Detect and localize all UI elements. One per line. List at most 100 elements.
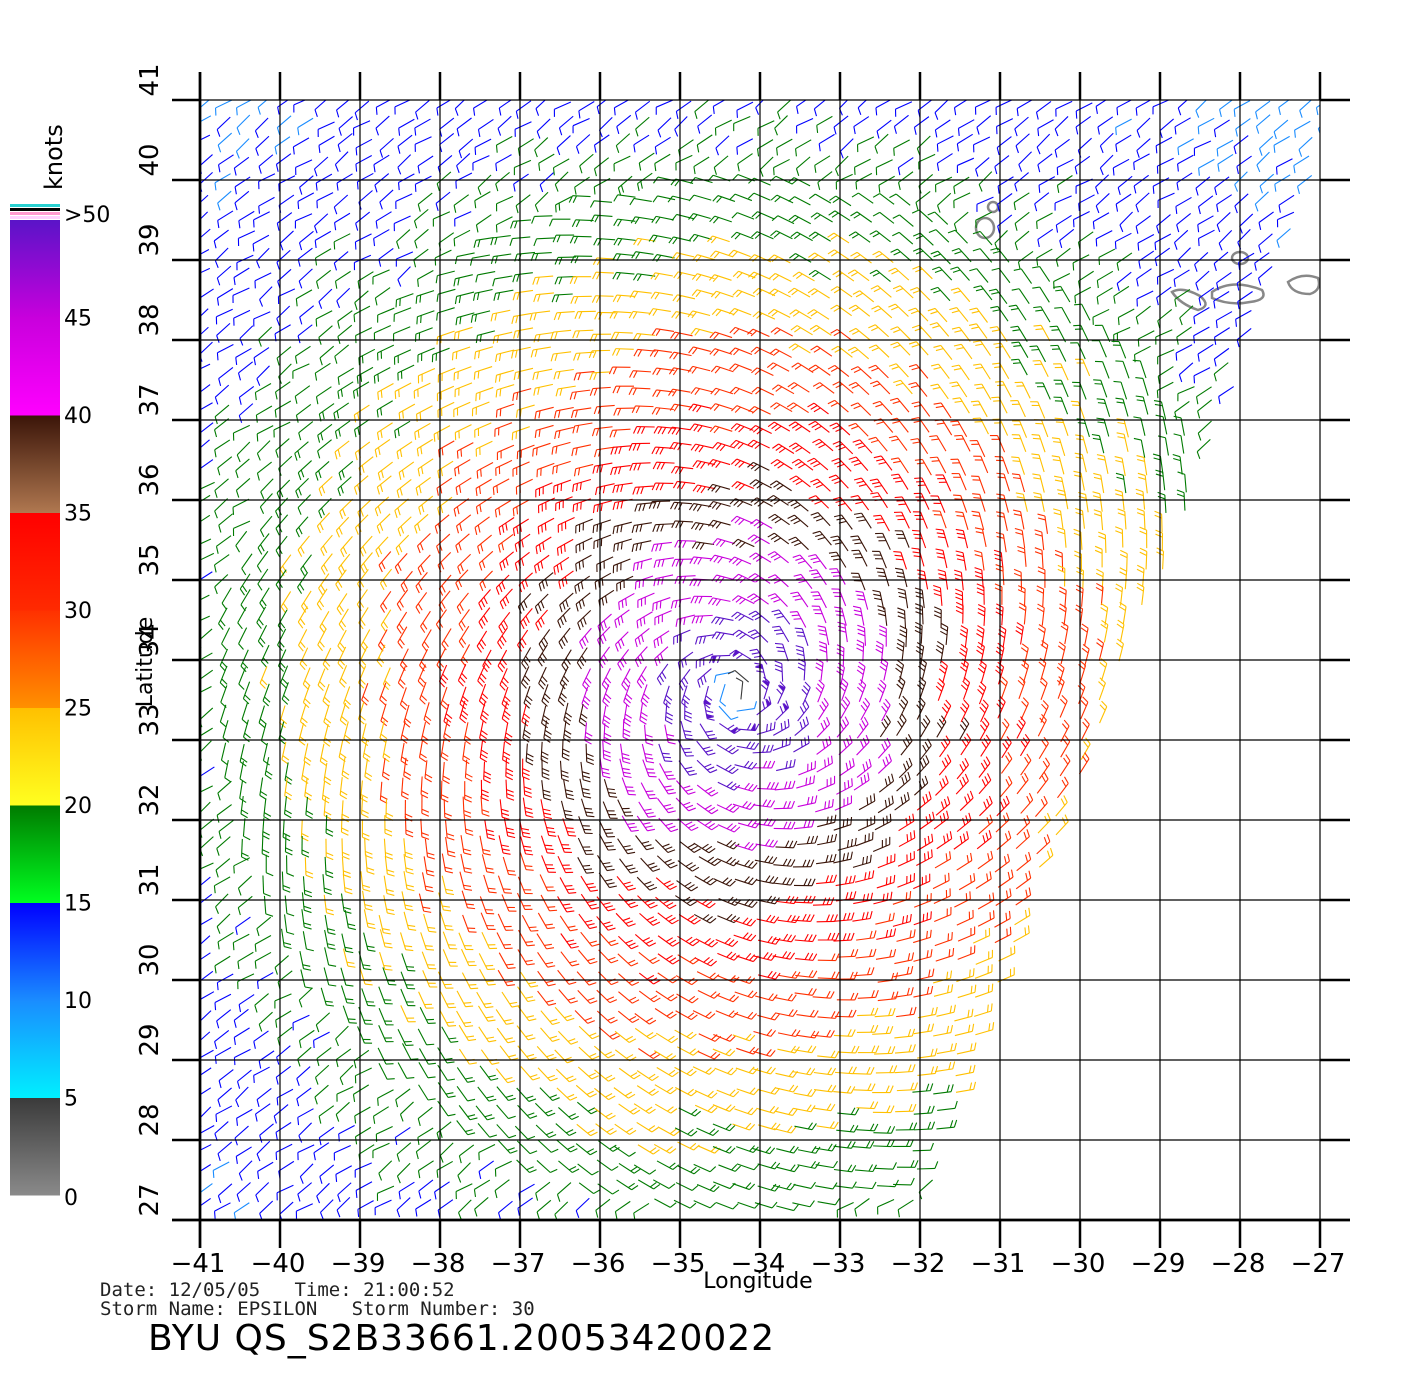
wind-barb [417,155,434,174]
wind-barb [360,552,373,574]
wind-barb [213,554,230,573]
wind-barb [619,743,631,765]
wind-barb [732,1033,756,1042]
wind-barb [1014,172,1029,192]
wind-barb [894,496,912,514]
wind-barb [1078,270,1094,289]
wind-barb [801,681,811,705]
wind-barb [638,951,660,965]
wind-barb [570,407,592,419]
wind-barb [633,1202,650,1220]
wind-barb [638,1048,661,1060]
wind-barb [457,1162,471,1183]
wind-barb [358,456,374,476]
wind-barb [733,917,757,927]
wind-barb [529,310,551,321]
wind-barb [1016,851,1032,872]
wind-barb [713,671,734,683]
wind-barb [1177,100,1188,116]
wind-barb [555,496,573,512]
wind-barb [914,775,929,796]
wind-barb [577,1163,599,1176]
wind-barb [557,969,577,985]
wind-barb [594,1107,616,1120]
wind-barb [774,1108,798,1116]
wind-barb [461,890,476,910]
wind-barb [200,267,211,274]
wind-barb [592,257,615,266]
wind-barb [324,947,337,967]
wind-barb [496,1086,516,1101]
wind-barb [258,173,276,190]
y-tick-label: 29 [135,1023,165,1056]
wind-barb [318,573,330,596]
wind-barb [233,857,251,874]
wind-barb [688,213,711,221]
wind-barb [877,679,887,703]
wind-barb [1076,418,1090,438]
wind-barb [218,820,234,839]
wind-barb [980,734,991,757]
wind-barb [1216,271,1232,291]
wind-barb [364,758,373,781]
wind-barb [974,964,993,979]
wind-barb [574,176,590,195]
wind-barb [913,985,934,998]
wind-barb [239,573,251,596]
wind-barb [214,247,229,268]
wind-barb [337,133,353,153]
wind-barb [459,871,473,891]
wind-barb [808,364,831,376]
wind-barb [1135,215,1151,234]
wind-barb [558,627,571,650]
wind-barb [495,171,510,192]
wind-barb [374,496,390,517]
wind-barb [463,815,474,836]
wind-barb [1174,400,1190,420]
wind-barb [857,1045,880,1054]
wind-barb [760,676,770,700]
wind-barb [618,893,639,909]
wind-barb [437,401,455,418]
wind-barb [736,138,754,155]
wind-barb [652,461,675,470]
wind-barb [1032,473,1045,493]
wind-barb [478,1026,497,1043]
wind-barb [657,935,680,947]
wind-barb [852,290,875,303]
wind-barb [788,343,811,354]
wind-barb [535,100,547,116]
wind-barb [657,1126,681,1137]
wind-barb [995,380,1012,398]
x-tick-label: −33 [811,1249,866,1279]
wind-barb [856,679,867,702]
wind-barb [892,891,912,905]
wind-barb [917,1006,938,1019]
wind-barb [1033,419,1049,438]
wind-barb [224,759,232,783]
wind-barb [892,913,912,927]
wind-barb [275,1143,293,1160]
wind-barb [815,1182,838,1190]
wind-barb [929,456,947,474]
wind-barb [793,878,816,887]
wind-barb [716,994,739,1003]
wind-barb [541,855,556,873]
wind-barb [295,289,313,307]
wind-barb [575,1084,597,1098]
wind-barb [256,916,272,937]
wind-barb [753,1066,776,1075]
wind-barb [789,309,812,320]
wind-barb [1113,285,1130,304]
wind-barb [657,798,676,814]
wind-barb [696,971,720,981]
wind-barb [1157,366,1174,384]
legend-band [10,1097,60,1196]
legend-band [10,707,60,806]
wind-barb [1255,114,1271,134]
wind-barb [831,458,852,472]
wind-barb [339,702,348,726]
wind-barb [532,275,554,285]
wind-barb [341,838,350,860]
wind-barb [563,702,573,726]
